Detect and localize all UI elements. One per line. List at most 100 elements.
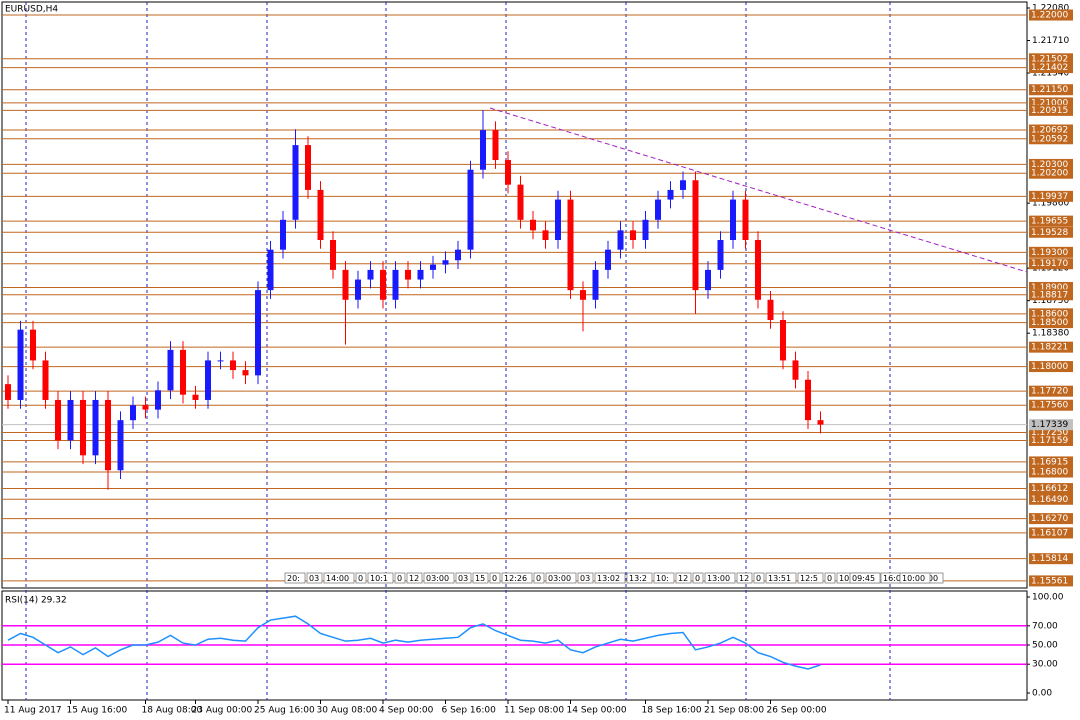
candle-body xyxy=(267,249,274,291)
rsi-y-tick-label: 0.00 xyxy=(1032,689,1052,699)
chart-title: EURUSD,H4 xyxy=(5,5,58,15)
time-label: 0 xyxy=(756,574,761,583)
candle-body xyxy=(230,360,236,371)
time-label-box xyxy=(675,572,692,584)
y-tick-label: 1.18750 xyxy=(1032,296,1069,306)
candle-body xyxy=(480,130,486,170)
time-label: 0 xyxy=(358,574,363,583)
level-label-box xyxy=(1029,158,1073,170)
time-label-box xyxy=(899,572,931,584)
candle-body xyxy=(605,249,611,270)
level-label-box xyxy=(1029,361,1073,373)
time-label: 12 xyxy=(739,574,749,583)
rsi-y-tick-label: 100.00 xyxy=(1032,593,1064,603)
level-label-box xyxy=(1029,466,1073,478)
time-label: 03 xyxy=(580,574,590,583)
time-label-box xyxy=(653,572,675,584)
candle-body xyxy=(505,160,511,185)
rsi-line xyxy=(7,615,821,670)
candle-body xyxy=(667,189,674,200)
candle-body xyxy=(730,199,736,241)
candle-body xyxy=(292,145,299,220)
candles xyxy=(2,109,1027,670)
level-label-box xyxy=(1029,434,1073,446)
candle-body xyxy=(255,290,261,376)
candle-body xyxy=(767,299,774,320)
level-label-box xyxy=(1029,483,1073,495)
y-tick-label: 1.22080 xyxy=(1032,4,1069,14)
candle-body xyxy=(92,399,99,456)
time-label-box xyxy=(284,572,306,584)
time-label: 0 xyxy=(397,574,402,583)
x-tick-label: 4 Sep 00:00 xyxy=(379,706,434,716)
time-label: 12:26 xyxy=(504,574,527,583)
candle-body xyxy=(242,370,249,376)
x-tick-label: 14 Sep 00:00 xyxy=(567,706,627,716)
level-label-box xyxy=(1029,124,1073,136)
time-label: 0 xyxy=(695,574,700,583)
x-tick-label: 26 Sep 00:00 xyxy=(767,706,827,716)
level-label: 1.21502 xyxy=(1031,54,1068,64)
level-label: 1.17720 xyxy=(1031,387,1068,397)
candle-body xyxy=(705,269,711,291)
candle-body xyxy=(217,360,224,362)
candle-body xyxy=(5,384,11,400)
time-label: 12 xyxy=(678,574,688,583)
level-label: 1.18221 xyxy=(1031,343,1068,353)
x-tick-label: 11 Aug 2017 xyxy=(4,706,62,716)
time-label: 16:00 xyxy=(883,574,906,583)
level-label: 1.18900 xyxy=(1031,283,1068,293)
candle-body xyxy=(42,360,49,400)
levels xyxy=(2,14,1027,582)
candle-body xyxy=(367,269,374,280)
candle-body xyxy=(305,145,311,190)
x-tick-label: 18 Aug 08:00 xyxy=(142,706,203,716)
time-label: 03:00 xyxy=(426,574,449,583)
last-price-label: 1.17339 xyxy=(1031,420,1068,430)
level-label-box xyxy=(1029,426,1073,438)
level-label: 1.21150 xyxy=(1031,85,1068,95)
candle-body xyxy=(492,130,499,161)
candle-body xyxy=(67,399,74,441)
last-price-box xyxy=(1029,419,1073,431)
level-label: 1.21000 xyxy=(1031,98,1068,108)
time-label: 13:2 xyxy=(629,574,647,583)
candle-body xyxy=(592,269,599,300)
time-label-box xyxy=(533,572,545,584)
candle-body xyxy=(330,240,336,270)
rsi-y-tick-label: 30.00 xyxy=(1032,660,1058,670)
time-label: 0 xyxy=(492,574,497,583)
time-label-box xyxy=(736,572,753,584)
level-label: 1.19655 xyxy=(1031,217,1068,227)
time-label-box xyxy=(824,572,836,584)
candle-body xyxy=(205,360,211,400)
candle-body xyxy=(517,184,524,220)
level-label-box xyxy=(1029,226,1073,238)
level-label-box xyxy=(1029,399,1073,411)
level-label-box xyxy=(1029,385,1073,397)
candle-body xyxy=(680,180,686,190)
level-label: 1.15814 xyxy=(1031,554,1068,564)
candle-body xyxy=(380,269,386,300)
level-label-box xyxy=(1029,258,1073,270)
candle-body xyxy=(617,230,624,250)
candle-body xyxy=(717,240,724,270)
time-label-box xyxy=(765,572,797,584)
level-label: 1.17560 xyxy=(1031,401,1068,411)
y-tick-label: 1.21710 xyxy=(1032,36,1069,46)
candle-body xyxy=(630,230,636,241)
level-label: 1.18600 xyxy=(1031,309,1068,319)
level-label: 1.19528 xyxy=(1031,228,1068,238)
level-label: 1.20692 xyxy=(1031,125,1068,135)
x-tick-label: 11 Sep 08:00 xyxy=(504,706,564,716)
time-label-box xyxy=(849,572,881,584)
candle-body xyxy=(130,405,136,421)
candle-body xyxy=(430,264,436,270)
candle-body xyxy=(417,269,424,280)
level-label: 1.16612 xyxy=(1031,484,1068,494)
level-label: 1.16490 xyxy=(1031,495,1068,505)
time-label-box xyxy=(545,572,577,584)
level-label: 1.20200 xyxy=(1031,169,1068,179)
